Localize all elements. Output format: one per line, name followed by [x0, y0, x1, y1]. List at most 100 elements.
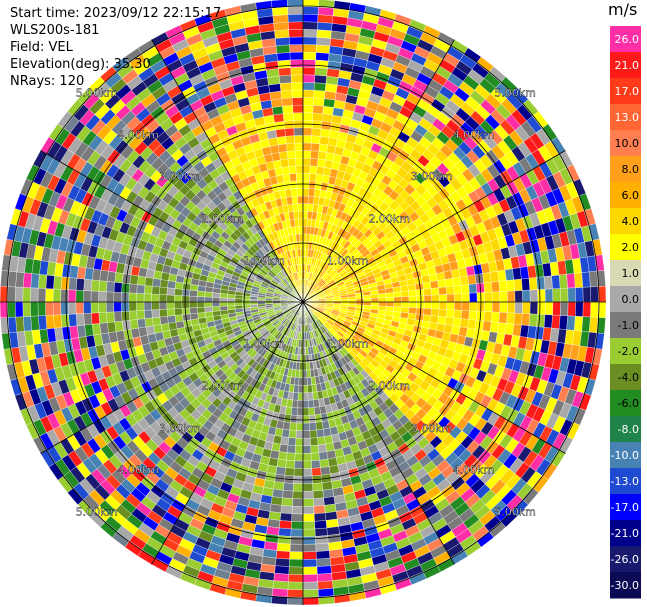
velocity-gate [287, 589, 304, 598]
velocity-gate [52, 301, 62, 316]
velocity-gate [528, 277, 538, 291]
velocity-gate [315, 550, 331, 560]
velocity-gate [291, 399, 299, 409]
velocity-gate [128, 310, 138, 321]
velocity-gate [499, 291, 508, 303]
velocity-gate [298, 218, 304, 227]
velocity-gate [308, 188, 316, 197]
velocity-gate [68, 301, 77, 315]
velocity-gate [302, 460, 312, 469]
colorbar-tick-label: -13.0 [611, 475, 639, 488]
velocity-gate [105, 291, 115, 303]
velocity-gate [430, 280, 439, 289]
velocity-gate [575, 287, 584, 303]
velocity-gate [283, 112, 294, 122]
velocity-gate [322, 105, 334, 116]
velocity-gate [461, 293, 470, 303]
velocity-gate [174, 301, 183, 309]
velocity-gate [428, 273, 438, 283]
velocity-gate [446, 301, 455, 311]
velocity-gate [285, 460, 295, 469]
velocity-gate [393, 291, 402, 298]
velocity-gate [274, 565, 290, 575]
velocity-gate [454, 293, 463, 303]
velocity-gate [292, 490, 304, 500]
velocity-gate [298, 385, 304, 394]
velocity-gate [45, 288, 54, 303]
velocity-gate [430, 315, 439, 324]
velocity-gate [298, 369, 304, 378]
velocity-gate [166, 308, 176, 317]
velocity-gate [482, 272, 492, 284]
velocity-gate [313, 90, 326, 99]
velocity-gate [7, 270, 17, 288]
velocity-gate [277, 59, 291, 69]
velocity-gate [445, 309, 455, 319]
velocity-gate [292, 498, 304, 507]
velocity-gate [393, 306, 402, 313]
velocity-gate [287, 158, 297, 167]
velocity-gate [378, 293, 387, 299]
velocity-gate [288, 21, 304, 30]
velocity-gate [302, 392, 309, 401]
velocity-gate [291, 82, 304, 91]
range-label: 2.00km [202, 213, 244, 226]
velocity-gate [297, 203, 304, 212]
velocity-gate [299, 233, 304, 242]
velocity-gate [307, 399, 315, 409]
velocity-gate [189, 289, 198, 297]
velocity-gate [378, 301, 387, 307]
velocity-gate [15, 316, 25, 333]
velocity-gate [136, 293, 145, 303]
velocity-gate [491, 291, 501, 303]
velocity-gate [302, 483, 314, 492]
velocity-gate [323, 98, 336, 108]
range-label: 3.00km [159, 422, 201, 435]
velocity-gate [415, 289, 425, 297]
velocity-gate [204, 301, 213, 308]
instrument-label: WLS200s-181 [10, 23, 100, 38]
velocity-gate [234, 305, 243, 310]
velocity-gate [279, 151, 289, 161]
velocity-gate [318, 143, 329, 153]
velocity-gate [316, 557, 331, 567]
velocity-gate [302, 362, 307, 371]
velocity-gate [166, 294, 175, 303]
velocity-gate [291, 513, 304, 522]
velocity-gate [158, 301, 167, 310]
velocity-gate [292, 483, 304, 492]
velocity-gate [129, 274, 139, 285]
velocity-gate [277, 143, 288, 153]
velocity-gate [544, 301, 554, 316]
velocity-gate [291, 89, 304, 98]
velocity-gate [386, 301, 395, 307]
velocity-gate [385, 292, 394, 298]
velocity-gate [422, 281, 432, 290]
colorbar-tick-label: 8.0 [622, 163, 640, 176]
nrays-label: NRays: 120 [10, 74, 85, 89]
range-label: 4.00km [453, 128, 495, 141]
velocity-gate [294, 218, 300, 227]
velocity-gate [22, 316, 32, 332]
velocity-gate [393, 301, 402, 308]
velocity-gate [589, 270, 599, 288]
velocity-gate [378, 297, 387, 303]
velocity-gate [289, 422, 297, 431]
velocity-gate [68, 289, 77, 303]
velocity-gate [275, 557, 290, 567]
velocity-gate [83, 301, 92, 314]
velocity-gate [393, 296, 402, 303]
velocity-gate [288, 29, 304, 38]
velocity-gate [275, 37, 290, 47]
velocity-gate [272, 580, 289, 590]
velocity-gate [297, 195, 304, 204]
velocity-gate [461, 301, 470, 311]
velocity-gate [159, 279, 169, 288]
velocity-gate [436, 271, 446, 281]
velocity-gate [491, 311, 500, 323]
velocity-gate [272, 159, 282, 169]
range-label: 2.00km [202, 379, 244, 392]
velocity-gate [302, 521, 316, 530]
velocity-gate [498, 312, 508, 324]
velocity-gate [280, 436, 289, 446]
